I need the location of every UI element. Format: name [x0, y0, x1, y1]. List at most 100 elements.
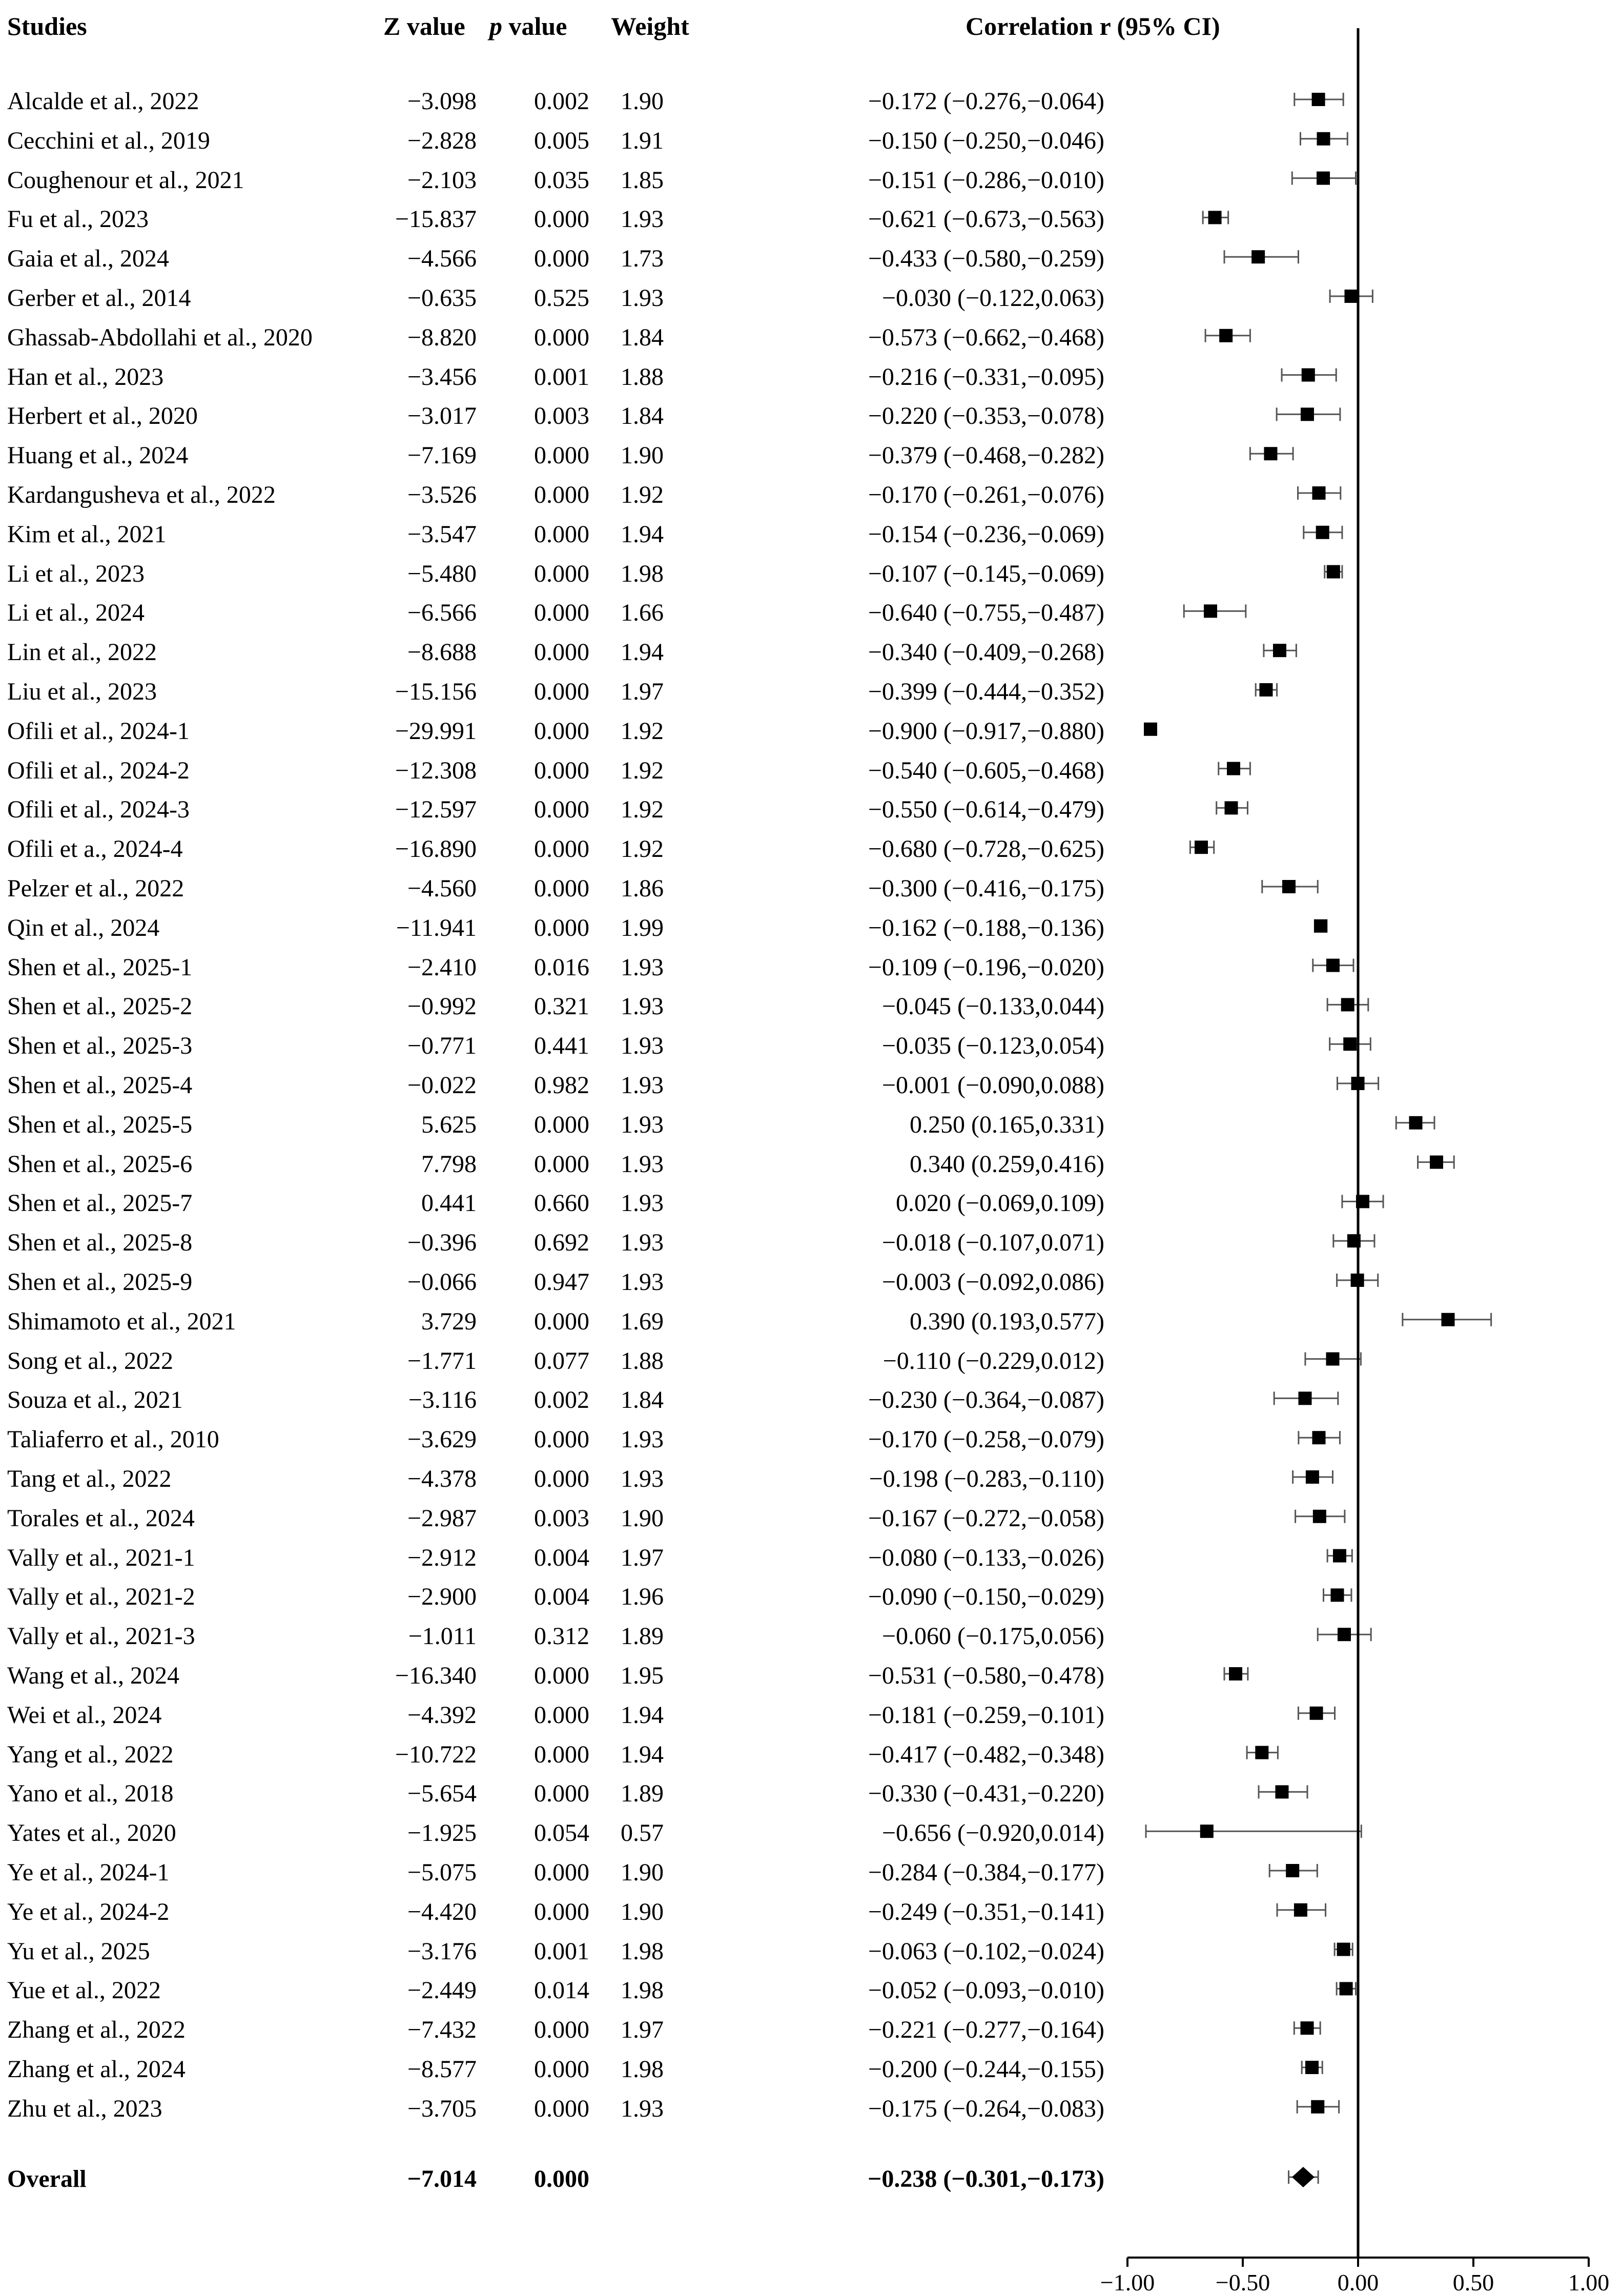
- p-value: 0.000: [534, 323, 589, 351]
- z-value: −6.566: [407, 599, 477, 627]
- p-value: 0.312: [534, 1623, 589, 1650]
- weight-value: 1.98: [621, 2056, 664, 2083]
- correlation-ci: −0.150 (−0.250,−0.046): [868, 127, 1104, 154]
- weight-value: 1.92: [621, 796, 664, 824]
- correlation-ci: −0.200 (−0.244,−0.155): [868, 2056, 1104, 2083]
- weight-value: 1.93: [621, 1465, 664, 1492]
- z-value: −7.169: [407, 442, 477, 469]
- overall-diamond: [1291, 2167, 1315, 2187]
- weight-value: 1.93: [621, 1072, 664, 1099]
- effect-square: [1255, 1746, 1269, 1759]
- p-value: 0.005: [534, 127, 589, 154]
- correlation-ci: −0.030 (−0.122,0.063): [881, 284, 1104, 312]
- study-name: Souza et al., 2021: [7, 1386, 183, 1414]
- p-value: 0.000: [534, 1111, 589, 1138]
- weight-value: 1.93: [621, 1426, 664, 1453]
- z-value: −5.480: [407, 560, 477, 587]
- p-value: 0.000: [534, 599, 589, 627]
- study-name: Yang et al., 2022: [7, 1740, 174, 1768]
- p-value: 0.441: [534, 1032, 589, 1060]
- p-value: 0.000: [534, 1898, 589, 1925]
- weight-value: 1.85: [621, 166, 664, 194]
- correlation-ci: −0.656 (−0.920,0.014): [881, 1819, 1104, 1847]
- correlation-ci: −0.550 (−0.614,−0.479): [868, 796, 1104, 824]
- weight-value: 1.90: [621, 1859, 664, 1886]
- z-value: −15.156: [395, 678, 477, 705]
- z-value: −0.635: [407, 284, 477, 312]
- x-tick-label: −1.00: [1100, 2269, 1155, 2295]
- p-value: 0.000: [534, 1426, 589, 1453]
- correlation-ci: −0.340 (−0.409,−0.268): [868, 639, 1104, 666]
- study-name: Kim et al., 2021: [7, 520, 167, 548]
- study-name: Ofili et al., 2024-3: [7, 796, 190, 824]
- effect-square: [1224, 801, 1238, 815]
- x-tick-label: 0.00: [1337, 2269, 1379, 2295]
- correlation-ci: −0.216 (−0.331,−0.095): [868, 363, 1104, 391]
- z-value: −2.828: [407, 127, 477, 154]
- correlation-ci: −0.621 (−0.673,−0.563): [868, 206, 1104, 233]
- effect-square: [1229, 1667, 1243, 1680]
- correlation-ci: −0.001 (−0.090,0.088): [881, 1072, 1104, 1099]
- z-value: −4.560: [407, 875, 477, 902]
- weight-value: 1.66: [621, 599, 664, 627]
- correlation-ci: −0.198 (−0.283,−0.110): [869, 1465, 1104, 1492]
- weight-value: 1.91: [621, 127, 664, 154]
- z-value: −8.688: [407, 639, 477, 666]
- p-value: 0.000: [534, 1465, 589, 1492]
- z-value: −12.597: [395, 796, 477, 824]
- z-value: −3.705: [407, 2095, 477, 2122]
- z-value: −2.449: [407, 1977, 477, 2004]
- z-value: −2.410: [407, 953, 477, 981]
- weight-value: 1.89: [621, 1780, 664, 1808]
- study-name: Wei et al., 2024: [7, 1701, 162, 1729]
- p-value: 0.014: [534, 1977, 589, 2004]
- study-name: Yano et al., 2018: [7, 1780, 174, 1808]
- weight-value: 1.96: [621, 1583, 664, 1611]
- p-value: 0.000: [534, 560, 589, 587]
- correlation-ci: −0.181 (−0.259,−0.101): [868, 1701, 1104, 1729]
- correlation-ci: −0.035 (−0.123,0.054): [881, 1032, 1104, 1060]
- weight-value: 1.92: [621, 717, 664, 745]
- p-value: 0.000: [534, 1780, 589, 1808]
- x-tick-label: 0.50: [1452, 2269, 1494, 2295]
- effect-square: [1208, 211, 1222, 224]
- effect-square: [1333, 1549, 1346, 1563]
- z-value: −0.771: [407, 1032, 477, 1060]
- weight-value: 1.97: [621, 678, 664, 705]
- effect-square: [1301, 368, 1315, 382]
- study-name: Yates et al., 2020: [7, 1819, 176, 1847]
- header-studies: Studies: [7, 12, 87, 40]
- correlation-ci: −0.230 (−0.364,−0.087): [868, 1386, 1104, 1414]
- study-name: Zhu et al., 2023: [7, 2095, 162, 2122]
- effect-square: [1264, 447, 1278, 461]
- p-value: 0.002: [534, 88, 589, 115]
- correlation-ci: −0.109 (−0.196,−0.020): [868, 953, 1104, 981]
- z-value: −3.017: [407, 402, 477, 430]
- effect-square: [1311, 2100, 1325, 2114]
- effect-square: [1200, 1824, 1214, 1838]
- p-value: 0.003: [534, 402, 589, 430]
- p-value: 0.525: [534, 284, 589, 312]
- study-name: Yu et al., 2025: [7, 1937, 150, 1965]
- effect-square: [1344, 290, 1358, 303]
- effect-square: [1312, 486, 1326, 500]
- weight-value: 1.98: [621, 560, 664, 587]
- weight-value: 1.93: [621, 953, 664, 981]
- study-name: Qin et al., 2024: [7, 914, 160, 941]
- correlation-ci: −0.433 (−0.580,−0.259): [868, 245, 1104, 273]
- p-value: 0.001: [534, 1937, 589, 1965]
- p-value: 0.035: [534, 166, 589, 194]
- p-value: 0.000: [534, 2165, 589, 2192]
- correlation-ci: −0.090 (−0.150,−0.029): [868, 1583, 1104, 1611]
- study-name: Alcalde et al., 2022: [7, 88, 199, 115]
- weight-value: 1.69: [621, 1307, 664, 1335]
- effect-square: [1282, 880, 1296, 893]
- p-value: 0.000: [534, 796, 589, 824]
- z-value: −2.912: [407, 1544, 477, 1571]
- weight-value: 1.98: [621, 1977, 664, 2004]
- study-name: Yue et al., 2022: [7, 1977, 161, 2004]
- study-name: Fu et al., 2023: [7, 206, 149, 233]
- effect-square: [1316, 525, 1329, 539]
- correlation-ci: −0.172 (−0.276,−0.064): [868, 88, 1104, 115]
- study-name: Liu et al., 2023: [7, 678, 157, 705]
